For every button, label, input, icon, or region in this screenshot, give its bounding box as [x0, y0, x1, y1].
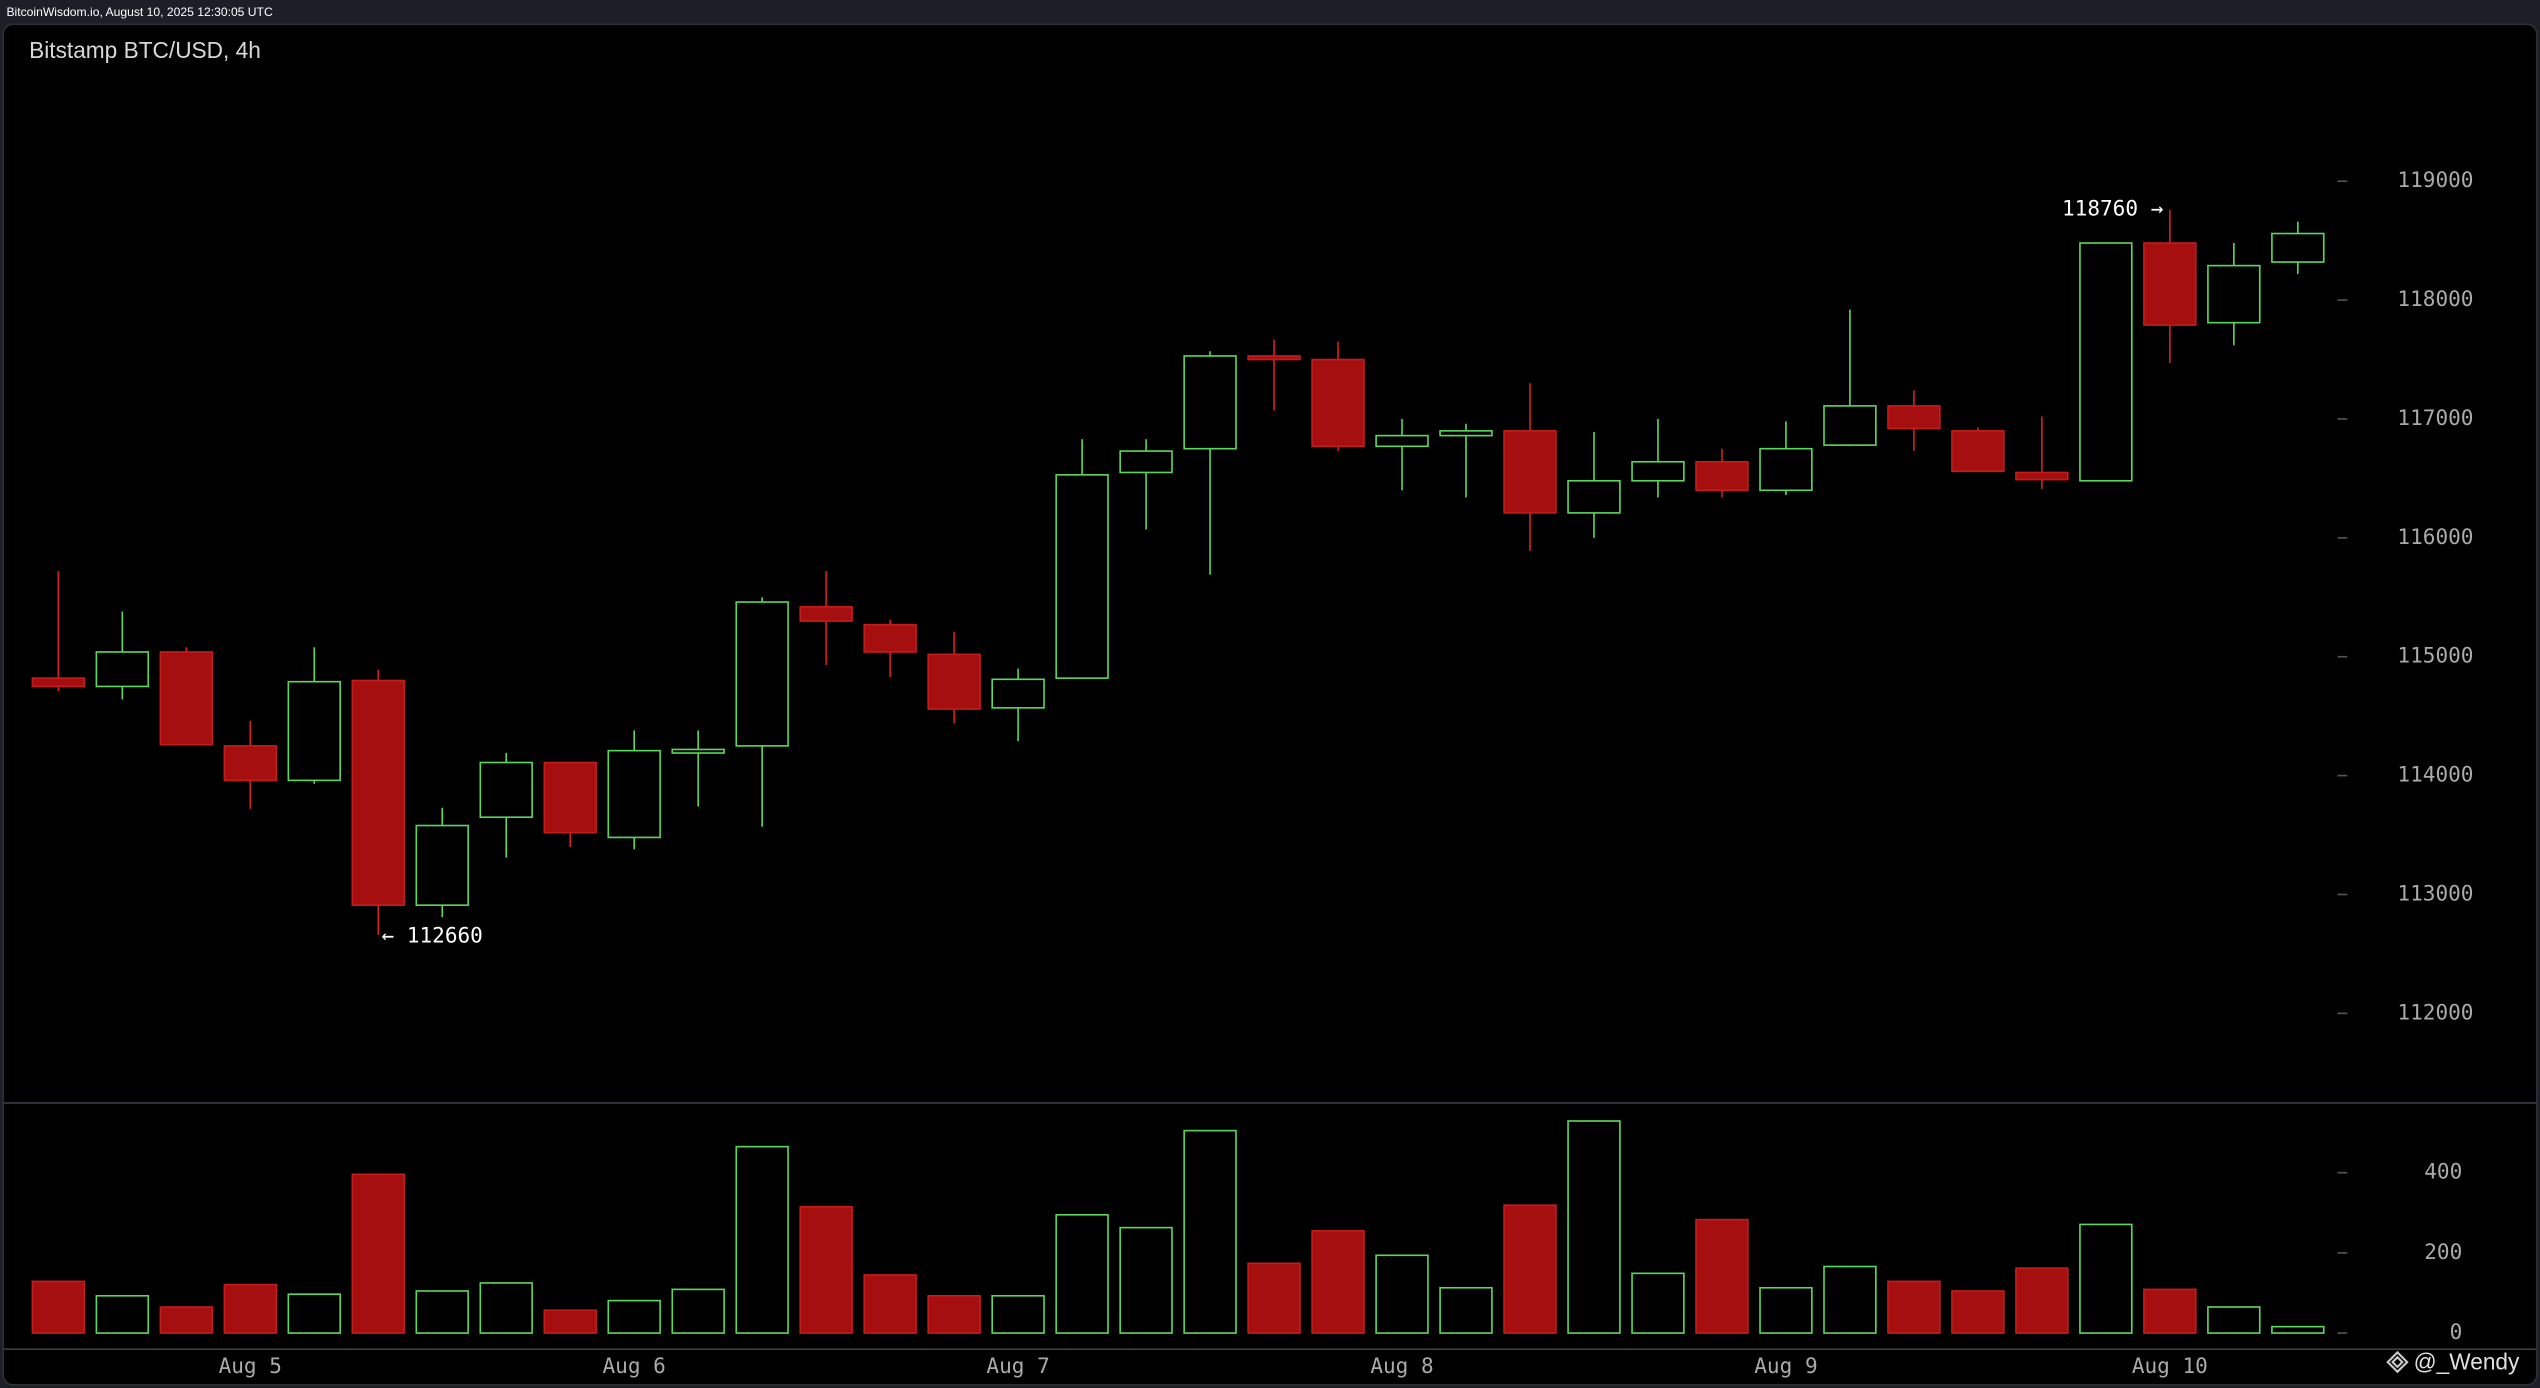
x-tick-label: Aug 5 [219, 1353, 282, 1378]
y-tick-label: 116000 [2397, 524, 2473, 549]
candle-body [927, 653, 981, 710]
candle-body [671, 748, 725, 754]
volume-bar [351, 1173, 405, 1334]
volume-bar [799, 1205, 853, 1334]
volume-bar [607, 1299, 661, 1334]
candle-body [2015, 471, 2069, 481]
volume-bar [1183, 1129, 1237, 1334]
watermark: @_Wendy [2414, 1349, 2520, 1375]
candle-body [1183, 355, 1237, 450]
volume-bar [735, 1145, 789, 1334]
candle-body [95, 651, 150, 688]
x-tick-label: Aug 7 [986, 1353, 1049, 1378]
candle-body [1055, 474, 1109, 679]
volume-bar [223, 1283, 278, 1334]
volume-bar [1055, 1213, 1109, 1334]
volume-bar [1503, 1204, 1557, 1334]
candle-body [223, 745, 278, 782]
volume-bar [159, 1306, 214, 1334]
volume-bar [1119, 1226, 1173, 1334]
volume-bar [1375, 1254, 1429, 1334]
volume-tick-label: 0 [2450, 1319, 2463, 1344]
candle-body [1567, 479, 1621, 514]
volume-tick-label: 200 [2424, 1239, 2462, 1264]
volume-bar [1823, 1265, 1877, 1334]
candle-body [1247, 355, 1301, 361]
x-tick-label: Aug 8 [1370, 1353, 1433, 1378]
candle-body [415, 824, 469, 906]
volume-bar [1759, 1286, 1813, 1334]
candle-body [2271, 232, 2325, 263]
candle-body [1119, 450, 1173, 474]
volume-bar [415, 1290, 469, 1334]
y-tick-label: 113000 [2397, 880, 2473, 905]
candle-body [1695, 460, 1749, 492]
candle-body [863, 623, 917, 653]
candle-body [799, 605, 853, 622]
chart-title: Bitstamp BTC/USD, 4h [29, 37, 261, 63]
volume-bar [991, 1294, 1045, 1334]
volume-bar [671, 1288, 725, 1334]
candle-body [607, 749, 661, 839]
volume-bar [1311, 1230, 1365, 1334]
y-tick-label: 117000 [2397, 405, 2473, 430]
candle-body [1439, 430, 1493, 437]
volume-bar [1439, 1286, 1493, 1334]
candle-body [735, 601, 789, 747]
volume-bar [1247, 1262, 1301, 1334]
volume-bar [2271, 1325, 2325, 1334]
watermark-icon [2386, 1350, 2409, 1374]
volume-bar [2207, 1306, 2261, 1334]
candle-body [287, 680, 341, 782]
volume-bar [1631, 1272, 1685, 1334]
volume-bar [479, 1282, 533, 1334]
candle-body [1631, 460, 1685, 482]
y-tick-label: 115000 [2397, 643, 2473, 668]
x-tick-label: Aug 10 [2132, 1353, 2208, 1378]
candle-body [1823, 405, 1877, 446]
volume-bar [2079, 1223, 2133, 1334]
volume-bar [863, 1274, 917, 1334]
annotation: ← 112660 [381, 923, 482, 948]
volume-tick-label: 400 [2424, 1159, 2462, 1184]
chart-panel [2, 23, 2538, 1386]
candle-body [1503, 430, 1557, 514]
y-tick-label: 112000 [2397, 999, 2473, 1024]
y-tick-label: 118000 [2397, 286, 2473, 311]
candle-body [479, 761, 533, 819]
candle-body [1759, 447, 1813, 492]
volume-bar [1567, 1120, 1621, 1334]
candle-body [2207, 264, 2261, 324]
volume-bar [1695, 1218, 1749, 1334]
volume-bar [1951, 1290, 2005, 1334]
volume-bar [1887, 1280, 1941, 1334]
volume-bar [927, 1294, 981, 1334]
volume-bar [543, 1309, 597, 1334]
volume-bar [95, 1294, 150, 1334]
candle-body [2143, 242, 2197, 326]
candle-body [351, 679, 405, 906]
volume-bar [287, 1293, 341, 1334]
candle-body [31, 677, 86, 688]
y-tick-label: 119000 [2397, 167, 2473, 192]
candle-body [543, 761, 597, 834]
volume-bar [2143, 1288, 2197, 1334]
header-text: BitcoinWisdom.io, August 10, 2025 12:30:… [6, 5, 272, 19]
y-tick-label: 114000 [2397, 762, 2473, 787]
candle-body [1311, 358, 1365, 448]
candle-body [1887, 405, 1941, 430]
annotation: 118760 → [2062, 196, 2163, 221]
candle-body [2079, 242, 2133, 482]
candle-body [159, 651, 214, 746]
candle-body [991, 678, 1045, 709]
volume-bar [31, 1280, 86, 1334]
candle-body [1375, 434, 1429, 448]
x-tick-label: Aug 9 [1754, 1353, 1817, 1378]
x-tick-label: Aug 6 [603, 1353, 666, 1378]
volume-bar [2015, 1267, 2069, 1334]
candle-body [1951, 430, 2005, 473]
